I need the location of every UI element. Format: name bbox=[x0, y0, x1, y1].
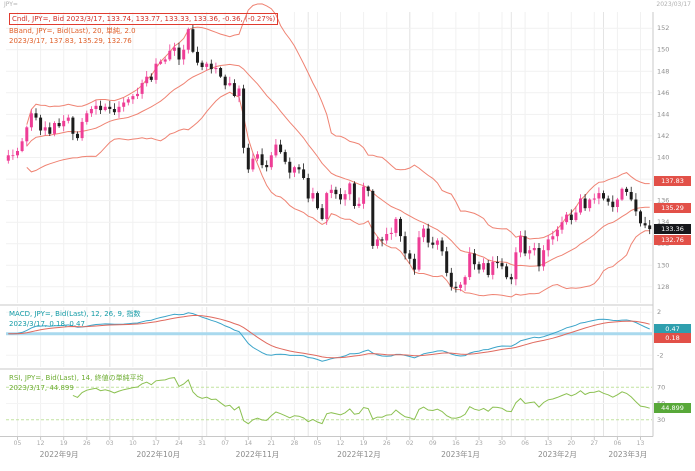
svg-text:144: 144 bbox=[657, 110, 669, 118]
svg-text:2022年11月: 2022年11月 bbox=[236, 449, 280, 459]
symbol-note: JPY= bbox=[4, 1, 18, 8]
svg-text:2: 2 bbox=[657, 308, 661, 316]
legend-rsi-settings[interactable]: RSI, JPY=, Bid(Last), 14, 終値の単純平均 bbox=[9, 374, 144, 382]
svg-text:12: 12 bbox=[37, 440, 45, 447]
svg-text:13: 13 bbox=[544, 440, 552, 447]
svg-text:07: 07 bbox=[221, 440, 229, 447]
bb-upper-badge: 137.83 bbox=[654, 176, 691, 186]
candles[interactable] bbox=[6, 24, 652, 293]
svg-text:09: 09 bbox=[429, 440, 437, 447]
svg-text:27: 27 bbox=[590, 440, 598, 447]
svg-text:05: 05 bbox=[314, 440, 322, 447]
svg-text:2022年10月: 2022年10月 bbox=[136, 449, 180, 459]
macd-panel-legend: MACD, JPY=, Bid(Last), 12, 26, 9, 指数 202… bbox=[9, 309, 140, 329]
timestamp-note: 2023/03/17 bbox=[656, 1, 691, 8]
legend-macd-values: 2023/3/17, 0.18, 0.47 bbox=[9, 320, 85, 328]
bb-mid-badge: 135.29 bbox=[654, 203, 691, 213]
svg-text:03: 03 bbox=[106, 440, 114, 447]
x-axis: 05 12 19 26 03 10 17 24 31 07 14 21 28 05 12 19 26 02 09 16… bbox=[14, 437, 647, 459]
svg-text:06: 06 bbox=[614, 440, 622, 447]
svg-text:30: 30 bbox=[657, 416, 665, 424]
svg-text:2022年9月: 2022年9月 bbox=[40, 449, 79, 459]
svg-text:26: 26 bbox=[83, 440, 91, 447]
macd-signal-badge: 0.47 bbox=[654, 324, 691, 334]
bollinger-bands bbox=[26, 3, 650, 298]
legend-rsi-values: 2023/3/17, 44.899 bbox=[9, 384, 74, 392]
macd-panel bbox=[6, 312, 652, 362]
svg-text:10: 10 bbox=[129, 440, 137, 447]
svg-text:06: 06 bbox=[521, 440, 529, 447]
svg-text:-2: -2 bbox=[657, 351, 663, 359]
legend-bband-settings[interactable]: BBand, JPY=, Bid(Last), 20, 単純, 2.0 bbox=[9, 27, 136, 35]
svg-text:12: 12 bbox=[337, 440, 345, 447]
svg-text:140: 140 bbox=[657, 154, 669, 162]
svg-text:2023年1月: 2023年1月 bbox=[441, 449, 480, 459]
svg-text:150: 150 bbox=[657, 46, 669, 54]
legend-candle-series[interactable]: Cndl, JPY=, Bid 2023/3/17, 133.74, 133.7… bbox=[9, 13, 279, 25]
axis-labels: 128130132134136138140142144146148150152-… bbox=[657, 24, 669, 424]
svg-text:14: 14 bbox=[244, 440, 252, 447]
svg-text:2023年2月: 2023年2月 bbox=[538, 449, 577, 459]
svg-text:2023年3月: 2023年3月 bbox=[608, 449, 647, 459]
svg-text:05: 05 bbox=[14, 440, 22, 447]
svg-text:23: 23 bbox=[475, 440, 483, 447]
svg-text:28: 28 bbox=[291, 440, 299, 447]
svg-text:134: 134 bbox=[657, 218, 669, 226]
svg-text:24: 24 bbox=[175, 440, 183, 447]
rsi-panel bbox=[72, 377, 650, 425]
svg-text:21: 21 bbox=[267, 440, 275, 447]
svg-text:20: 20 bbox=[567, 440, 575, 447]
macd-value-badge: 0.18 bbox=[654, 333, 691, 343]
svg-text:136: 136 bbox=[657, 197, 669, 205]
svg-text:02: 02 bbox=[406, 440, 414, 447]
svg-text:148: 148 bbox=[657, 67, 669, 75]
svg-text:26: 26 bbox=[383, 440, 391, 447]
legend-bband-values: 2023/3/17, 137.83, 135.29, 132.76 bbox=[9, 37, 132, 45]
rsi-panel-legend: RSI, JPY=, Bid(Last), 14, 終値の単純平均 2023/3… bbox=[9, 373, 144, 393]
svg-text:31: 31 bbox=[198, 440, 206, 447]
svg-text:128: 128 bbox=[657, 283, 669, 291]
rsi-badge: 44.899 bbox=[654, 403, 691, 413]
svg-text:16: 16 bbox=[452, 440, 460, 447]
svg-text:13: 13 bbox=[637, 440, 645, 447]
bb-lower-badge: 132.76 bbox=[654, 235, 691, 245]
svg-text:70: 70 bbox=[657, 383, 665, 391]
svg-text:152: 152 bbox=[657, 24, 669, 32]
svg-text:146: 146 bbox=[657, 89, 669, 97]
svg-text:142: 142 bbox=[657, 132, 669, 140]
panel-frame bbox=[0, 12, 654, 437]
svg-text:17: 17 bbox=[152, 440, 160, 447]
svg-text:30: 30 bbox=[498, 440, 506, 447]
svg-text:130: 130 bbox=[657, 261, 669, 269]
svg-text:19: 19 bbox=[360, 440, 368, 447]
price-panel-legend: Cndl, JPY=, Bid 2023/3/17, 133.74, 133.7… bbox=[9, 13, 279, 46]
legend-macd-settings[interactable]: MACD, JPY=, Bid(Last), 12, 26, 9, 指数 bbox=[9, 310, 141, 318]
svg-text:2022年12月: 2022年12月 bbox=[337, 449, 381, 459]
svg-text:19: 19 bbox=[60, 440, 68, 447]
last-price-badge: 133.36 bbox=[654, 224, 691, 234]
